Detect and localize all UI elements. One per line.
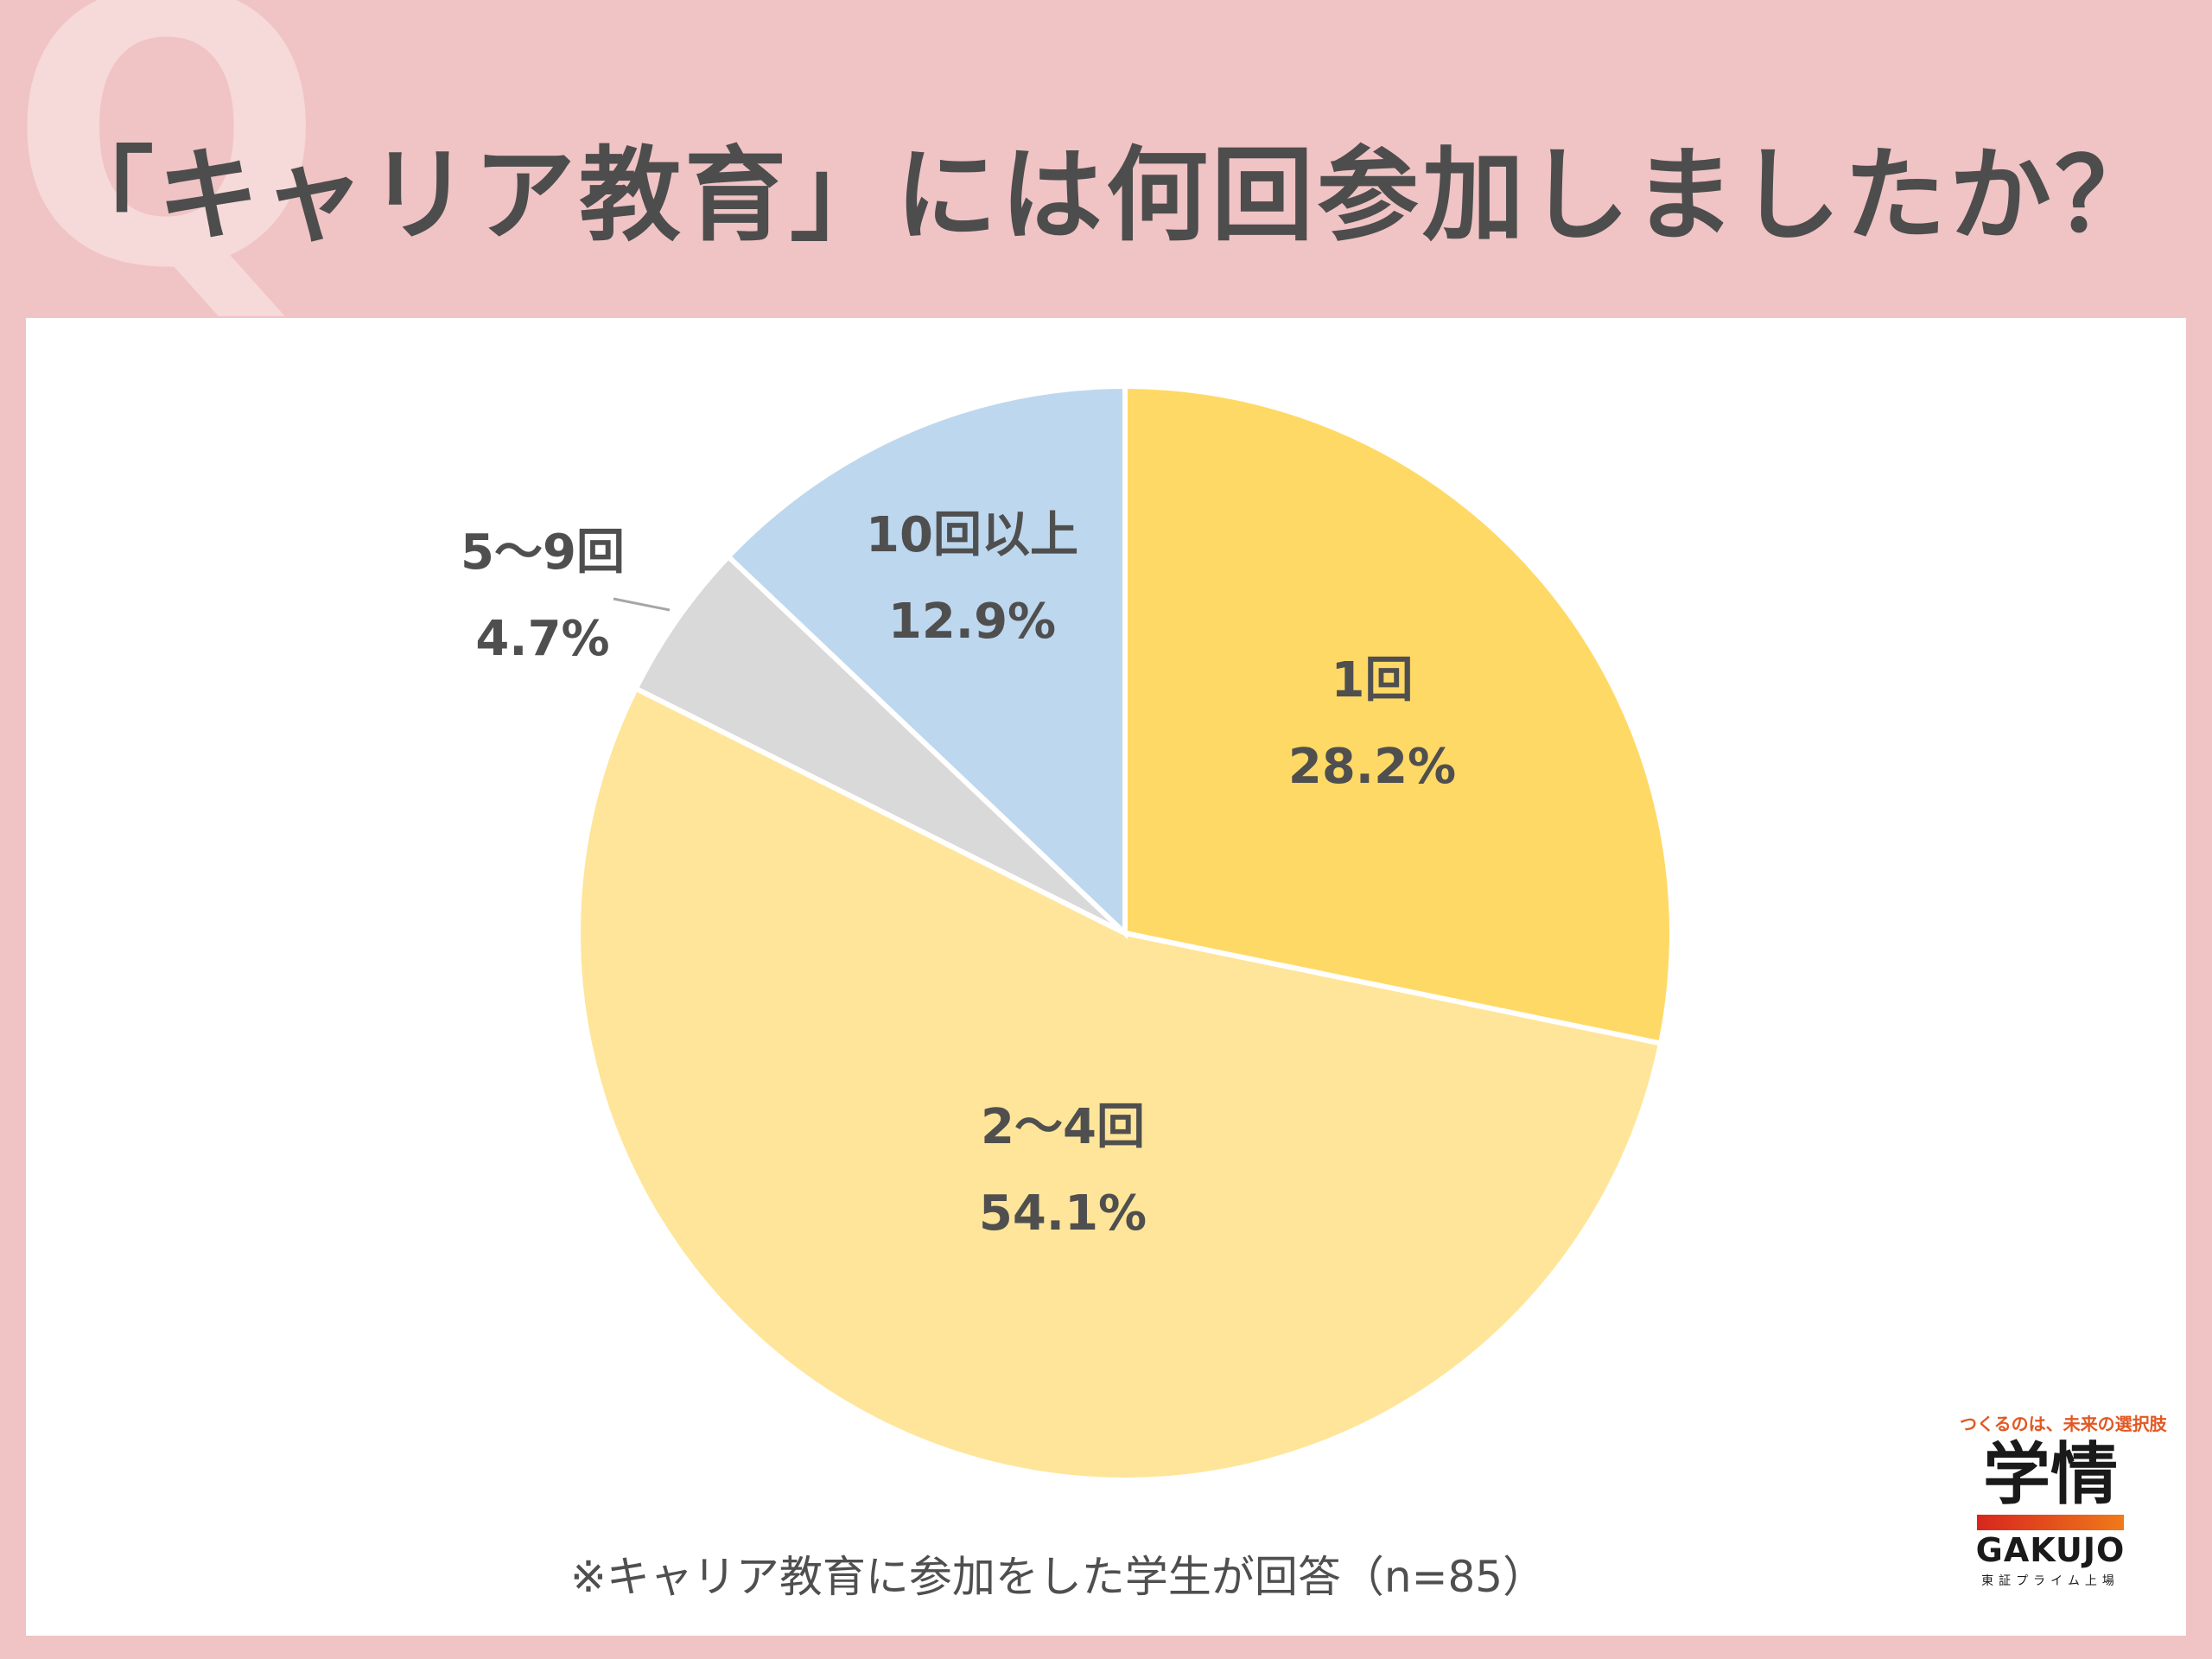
pie-chart: 1回 28.2% 2～4回 54.1% 5～9回 4.7% 10回以上 12.9% [461,383,1675,1483]
footnote: ※キャリア教育に参加をした学生が回答（n=85） [570,1552,1547,1602]
logo-name-jp: 学情 [1982,1436,2118,1514]
slice-value-label: 54.1% [979,1185,1147,1242]
logo-subline: 東証プライム上場 [1981,1573,2120,1588]
logo-tagline: つくるのは、未来の選択肢 [1960,1414,2167,1434]
slice-value-label: 28.2% [1288,739,1456,795]
chart-panel: 1回 28.2% 2～4回 54.1% 5～9回 4.7% 10回以上 12.9% [26,318,2186,1636]
slice-value-label: 12.9% [888,594,1056,650]
pie-slice [724,383,1128,939]
pie-slice [1122,383,1675,1047]
slice-category-label: 1回 [1332,652,1414,709]
gakujo-logo: つくるのは、未来の選択肢 学情 GAKUJO 東証プライム上場 [1960,1410,2167,1589]
q-mark-decoration: Q [9,0,325,350]
slice-category-label: 2～4回 [981,1099,1145,1155]
page-title: 「キャリア教育」には何回参加しましたか？ [51,136,2160,255]
logo-name-en: GAKUJO [1975,1530,2126,1569]
leader-line-5-9 [613,597,671,612]
slice-category-label: 10回以上 [866,507,1078,563]
slice-category-label: 5～9回 [461,524,625,581]
pie-slice [632,552,1128,936]
slice-value-label: 4.7% [475,611,609,667]
logo-bar [1977,1514,2124,1530]
pie-slice [575,684,1664,1483]
